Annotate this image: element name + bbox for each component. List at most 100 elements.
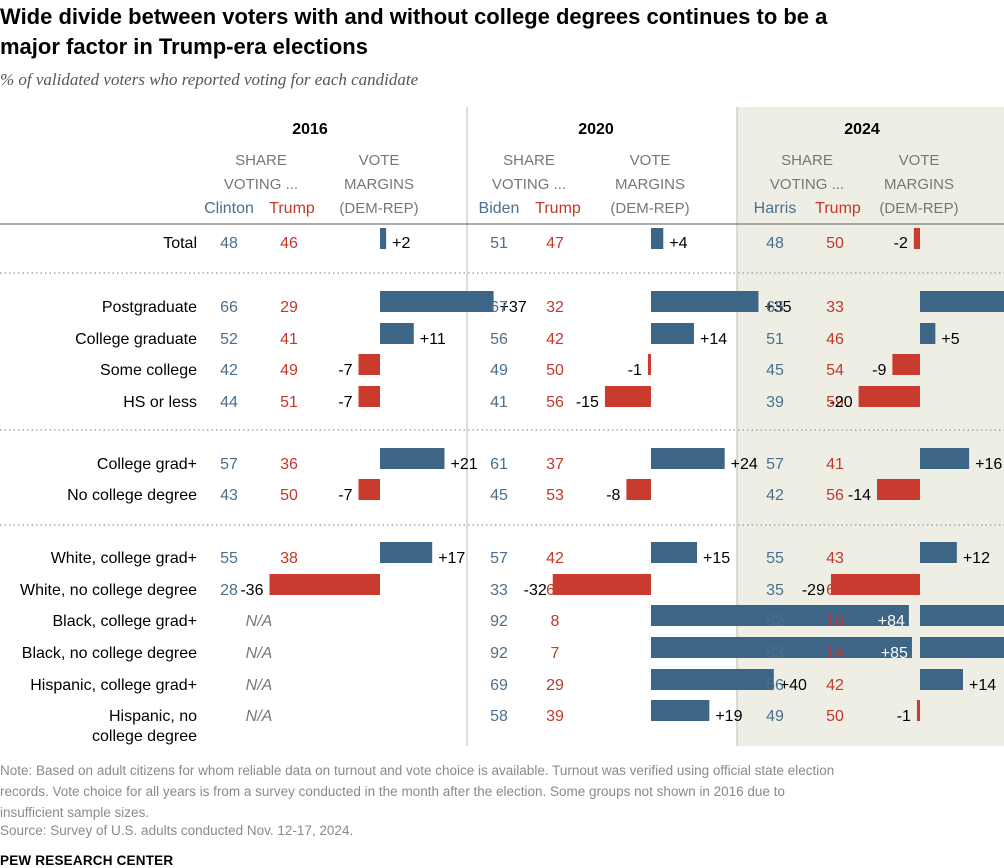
margin-label-2024-college-grad: +16 (975, 456, 1002, 473)
share-dem-2020-no-college-degree: 45 (490, 487, 508, 504)
pew-research-logo: PEW RESEARCH CENTER (0, 853, 174, 868)
year-header-2020: 2020 (578, 121, 614, 138)
share-rep-2020-total: 47 (546, 235, 564, 252)
margin-label-2020-hispanic-college-grad: +40 (780, 677, 807, 694)
margin-bar-2016-no-college-degree (358, 479, 380, 500)
rep-candidate-2016: Trump (269, 200, 315, 217)
margin-bar-2016-postgraduate (380, 291, 494, 312)
row-label-hispanic-college-grad: Hispanic, college grad+ (30, 677, 197, 694)
na-2016-black-college-grad: N/A (246, 613, 273, 630)
margin-label-2016-postgraduate: +37 (500, 299, 527, 316)
rep-candidate-2024: Trump (815, 200, 861, 217)
margin-bar-2024-hispanic-no-college-degree (916, 700, 920, 721)
dem-candidate-2016: Clinton (204, 200, 254, 217)
margin-bar-2020-black-no-college-degree (651, 637, 912, 658)
margin-header-2024-line1: VOTE (899, 152, 940, 169)
margin-header-2020-line1: VOTE (630, 152, 671, 169)
margin-label-2020-black-college-grad: +84 (878, 613, 905, 630)
share-header-2016-line1: SHARE (235, 152, 287, 169)
margin-bar-2016-white-no-college-degree (269, 574, 380, 595)
share-rep-2020-some-college: 50 (546, 362, 564, 379)
margin-header-2024-line2: MARGINS (884, 176, 954, 193)
share-rep-2016-hs-or-less: 51 (280, 394, 298, 411)
margin-bar-2024-hs-or-less (858, 386, 920, 407)
margin-header-2024-line3: (DEM-REP) (879, 200, 958, 217)
margin-bar-2024-some-college (892, 354, 920, 375)
share-rep-2024-college-grad: 41 (826, 456, 844, 473)
dem-candidate-2024: Harris (754, 200, 797, 217)
margin-header-2016-line3: (DEM-REP) (339, 200, 418, 217)
note-line-2: records. Vote choice for all years is fr… (0, 784, 785, 799)
margin-label-2024-white-no-college-degree: -29 (802, 582, 825, 599)
row-label-hs-or-less: HS or less (123, 394, 197, 411)
na-2016-hispanic-no-college-degree: N/A (246, 708, 273, 725)
margin-bar-2020-some-college (647, 354, 651, 375)
share-dem-2020-white-college-grad: 57 (490, 550, 508, 567)
share-dem-2020-black-no-college-degree: 92 (490, 645, 508, 662)
row-label-total: Total (163, 235, 197, 252)
share-dem-2024-hispanic-college-grad: 56 (766, 677, 784, 694)
share-dem-2024-white-no-college-degree: 35 (766, 582, 784, 599)
margin-label-2016-college-graduate: +11 (420, 331, 446, 348)
row-label-hispanic-no-college-degree-line2: college degree (92, 728, 197, 745)
share-rep-2016-total: 46 (280, 235, 298, 252)
margin-label-2020-black-no-college-degree: +85 (881, 645, 908, 662)
margin-header-2016-line2: MARGINS (344, 176, 414, 193)
share-rep-2024-some-college: 54 (826, 362, 844, 379)
margin-bar-2020-hispanic-no-college-degree (651, 700, 710, 721)
share-header-2016-line2: VOTING ... (224, 176, 298, 193)
share-rep-2024-hispanic-no-college-degree: 50 (826, 708, 844, 725)
margin-label-2020-hs-or-less: -15 (576, 394, 599, 411)
margin-label-2016-total: +2 (392, 235, 410, 252)
note-line-3: insufficient sample sizes. (0, 805, 150, 820)
share-rep-2020-college-graduate: 42 (546, 331, 564, 348)
share-dem-2020-college-grad: 61 (490, 456, 508, 473)
chart-title: Wide divide between voters with and with… (0, 2, 827, 62)
share-rep-2024-black-college-grad: 16 (826, 613, 844, 630)
year-header-2024: 2024 (844, 121, 880, 138)
share-rep-2024-total: 50 (826, 235, 844, 252)
margin-header-2020-line2: MARGINS (615, 176, 685, 193)
share-dem-2024-black-no-college-degree: 83 (766, 645, 784, 662)
margin-label-2020-no-college-degree: -8 (606, 487, 620, 504)
share-dem-2020-black-college-grad: 92 (490, 613, 508, 630)
share-rep-2020-black-college-grad: 8 (551, 613, 560, 630)
share-rep-2016-some-college: 49 (280, 362, 298, 379)
margin-label-2016-white-college-grad: +17 (438, 550, 465, 567)
row-label-hispanic-no-college-degree-line1: Hispanic, no (109, 708, 197, 725)
margin-bar-2024-no-college-degree (877, 479, 920, 500)
row-label-white-college-grad: White, college grad+ (51, 550, 197, 567)
margin-label-2024-some-college: -9 (872, 362, 886, 379)
na-2016-black-no-college-degree: N/A (246, 645, 273, 662)
share-dem-2016-hs-or-less: 44 (220, 394, 238, 411)
share-dem-2016-white-college-grad: 55 (220, 550, 238, 567)
margin-bar-2020-total (651, 228, 664, 249)
share-rep-2024-white-college-grad: 43 (826, 550, 844, 567)
margin-label-2020-some-college: -1 (628, 362, 642, 379)
margin-bar-2024-college-graduate (920, 323, 936, 344)
share-dem-2016-postgraduate: 66 (220, 299, 238, 316)
share-rep-2024-college-graduate: 46 (826, 331, 844, 348)
margin-label-2024-no-college-degree: -14 (848, 487, 871, 504)
na-2016-hispanic-college-grad: N/A (246, 677, 273, 694)
margin-bar-2020-white-college-grad (651, 542, 698, 563)
margin-bar-2016-hs-or-less (358, 386, 380, 407)
margin-bar-2020-college-graduate (651, 323, 694, 344)
margin-label-2016-hs-or-less: -7 (338, 394, 352, 411)
margin-bar-2020-postgraduate (651, 291, 759, 312)
share-header-2024-line1: SHARE (781, 152, 833, 169)
share-dem-2020-white-no-college-degree: 33 (490, 582, 508, 599)
margin-label-2024-college-graduate: +5 (941, 331, 959, 348)
margin-bar-2024-total (913, 228, 920, 249)
margin-header-2016-line1: VOTE (359, 152, 400, 169)
share-rep-2016-college-grad: 36 (280, 456, 298, 473)
row-label-college-grad: College grad+ (97, 456, 197, 473)
margin-bar-2024-postgraduate (920, 291, 1004, 312)
share-rep-2024-postgraduate: 33 (826, 299, 844, 316)
share-dem-2020-postgraduate: 67 (490, 299, 508, 316)
margin-label-2016-some-college: -7 (338, 362, 352, 379)
share-dem-2020-college-graduate: 56 (490, 331, 508, 348)
margin-bar-2016-college-graduate (380, 323, 414, 344)
margin-label-2024-hs-or-less: -20 (829, 394, 852, 411)
